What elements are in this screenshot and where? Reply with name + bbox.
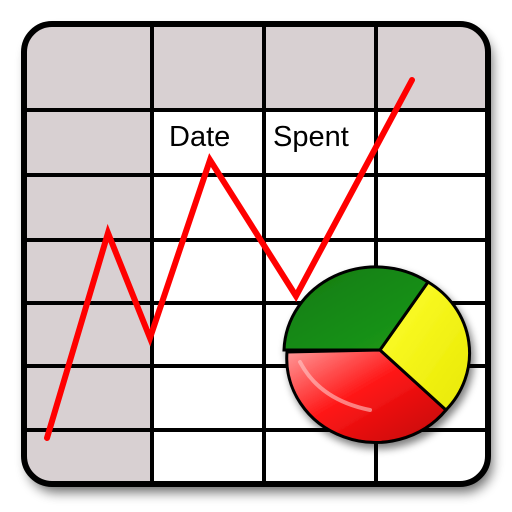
pie-slice-yellow: [378, 280, 471, 413]
row-header-column: [24, 24, 152, 484]
pie-slice-green: [282, 265, 431, 352]
pie-chart-icon: [282, 265, 471, 444]
date-label: Date: [169, 121, 230, 153]
pie-shine: [298, 360, 372, 412]
frame-border: [21, 21, 491, 487]
pie-slice-red: [285, 348, 449, 444]
spent-label: Spent: [273, 121, 349, 153]
trend-line: [44, 77, 415, 441]
